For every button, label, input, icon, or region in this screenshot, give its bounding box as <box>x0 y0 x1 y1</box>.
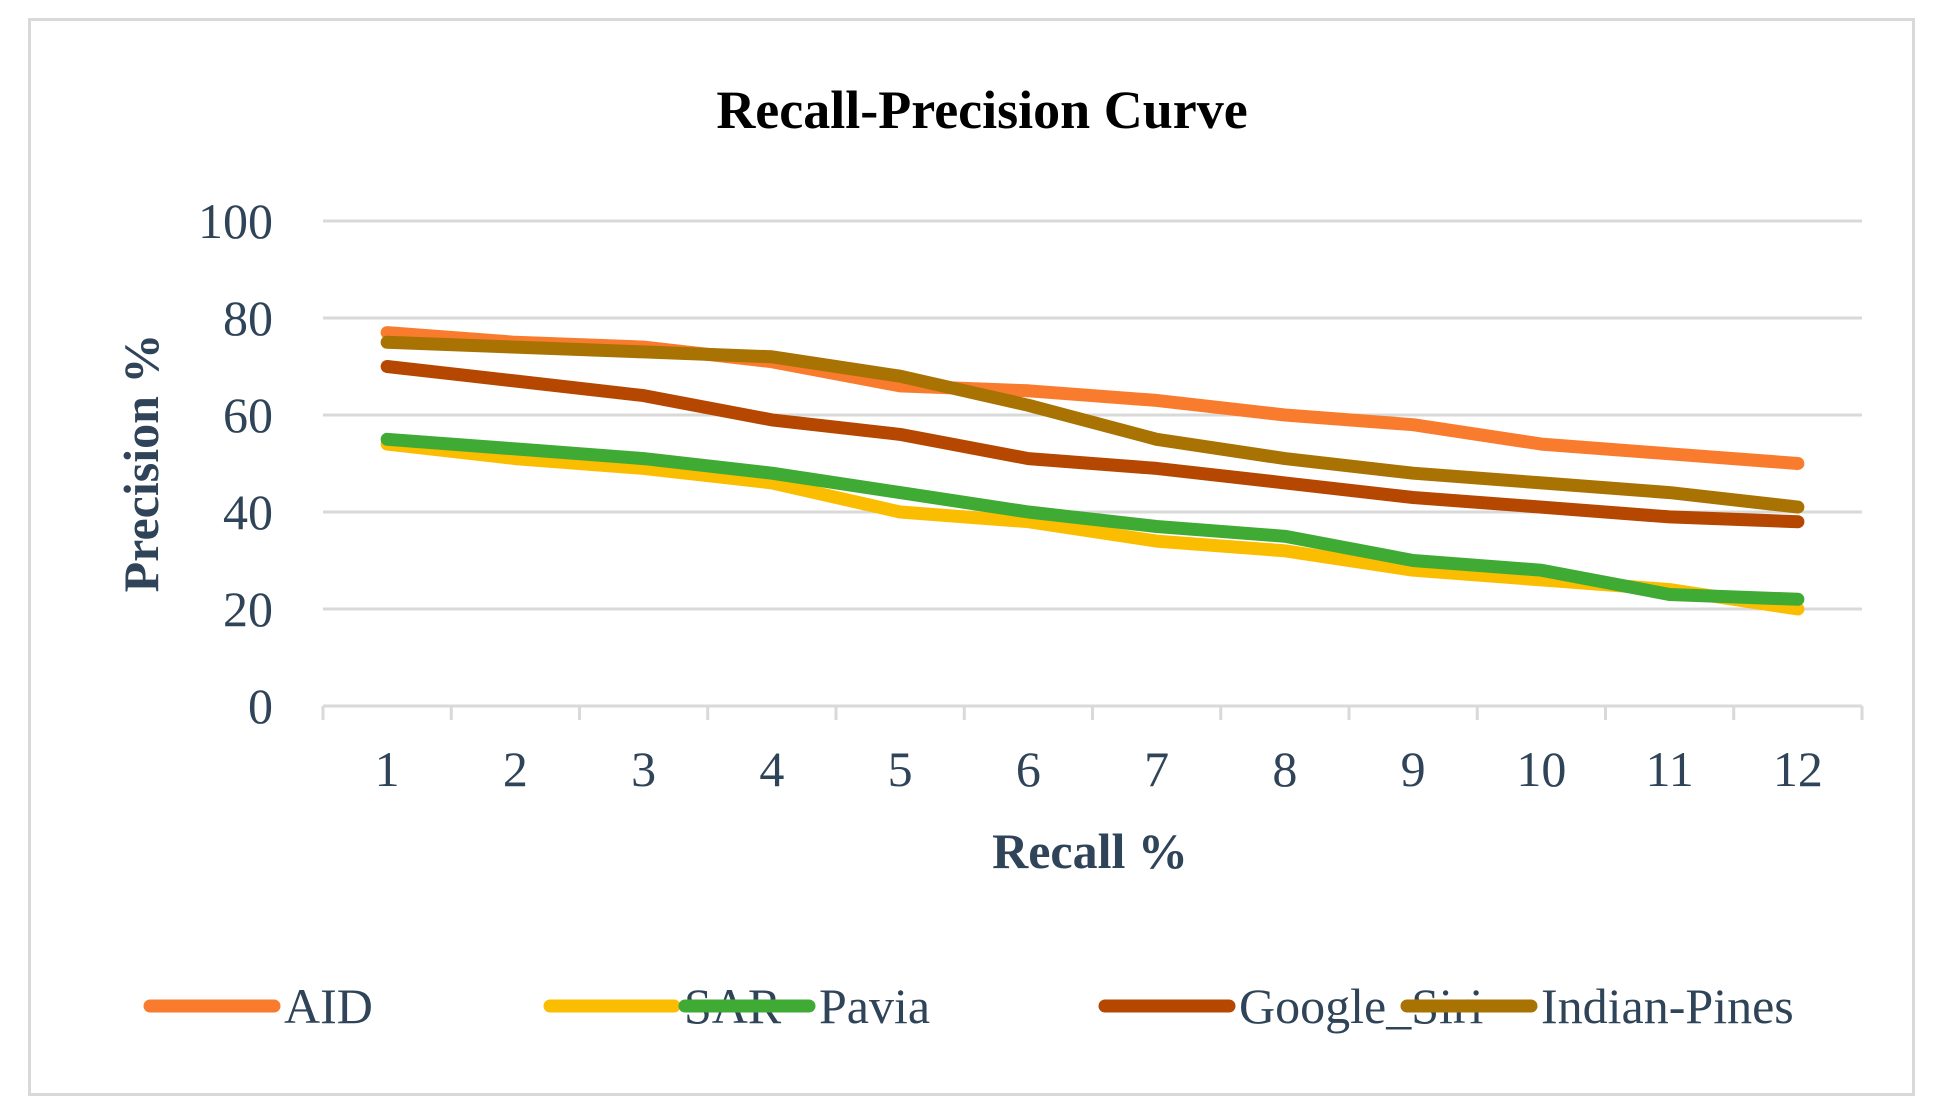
x-tick-label: 1 <box>375 741 400 797</box>
chart-frame <box>28 18 1915 1096</box>
y-axis-ticks: 0 20 40 60 80 100 <box>198 193 273 734</box>
x-tick-label: 2 <box>503 741 528 797</box>
chart-title: Recall-Precision Curve <box>716 80 1247 140</box>
x-tick-label: 12 <box>1773 741 1823 797</box>
x-tick-label: 7 <box>1144 741 1169 797</box>
gridlines <box>323 219 1862 611</box>
x-tick-label: 6 <box>1016 741 1041 797</box>
y-axis-label: Precision % <box>113 334 169 593</box>
y-tick-label: 0 <box>248 678 273 734</box>
y-tick-label: 60 <box>223 387 273 443</box>
y-tick-label: 40 <box>223 484 273 540</box>
y-tick-label: 100 <box>198 193 273 249</box>
x-tick-label: 4 <box>759 741 784 797</box>
y-tick-label: 80 <box>223 290 273 346</box>
legend-label-aid: AID <box>284 978 373 1034</box>
x-tick-label: 5 <box>888 741 913 797</box>
y-tick-label: 20 <box>223 581 273 637</box>
series-line-sar <box>380 437 1805 616</box>
legend-label-pavia: Pavia <box>819 978 930 1034</box>
x-axis: 1 2 3 4 5 6 7 8 9 10 11 12 <box>321 704 1864 797</box>
legend-label-indian-pines: Indian-Pines <box>1541 978 1794 1034</box>
series-lines <box>380 326 1805 616</box>
x-tick-label: 10 <box>1516 741 1566 797</box>
x-tick-label: 9 <box>1401 741 1426 797</box>
x-tick-label: 3 <box>631 741 656 797</box>
legend: AID SAR Pavia Google_Siri Indian-Pines <box>143 978 1794 1034</box>
x-tick-label: 11 <box>1646 741 1694 797</box>
series-line-indian-pines <box>380 335 1805 514</box>
series-line-pavia <box>380 432 1805 606</box>
x-axis-label: Recall % <box>992 823 1188 879</box>
x-tick-label: 8 <box>1272 741 1297 797</box>
series-line-google-siri <box>380 360 1805 529</box>
